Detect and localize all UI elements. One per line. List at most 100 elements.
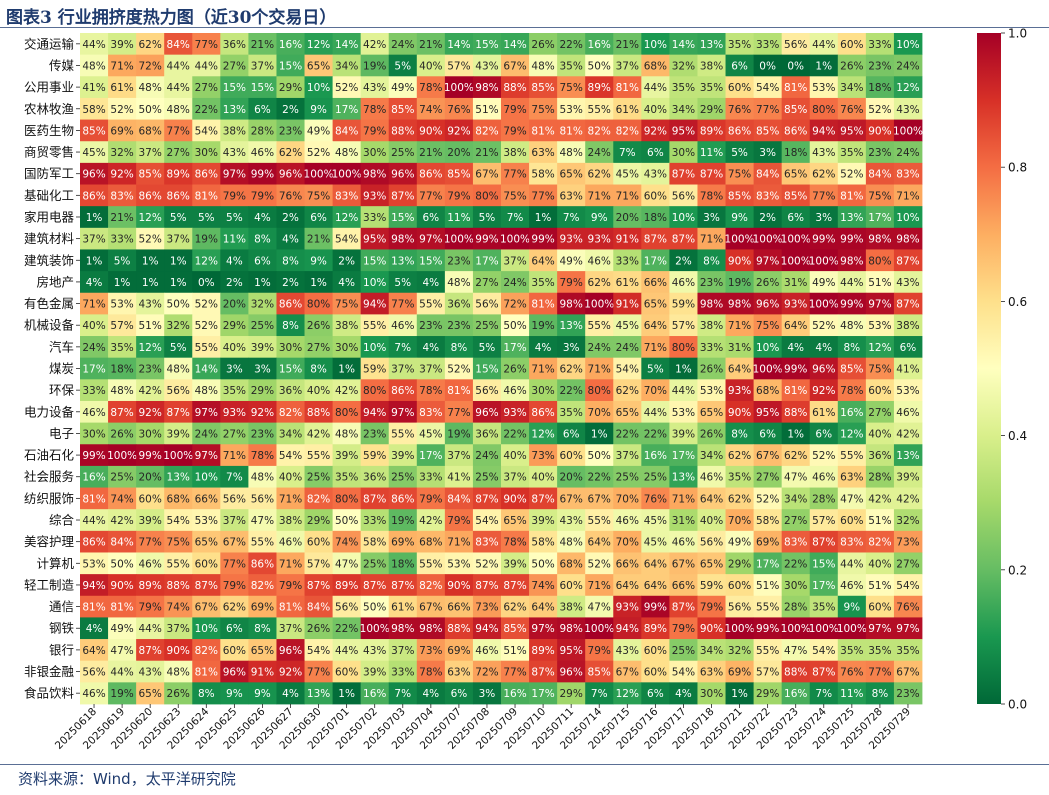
cell-value-label: 70% <box>644 385 667 397</box>
cell-value-label: 82% <box>616 125 639 137</box>
cell-value-label: 71% <box>110 60 133 72</box>
heatmap-cell <box>332 162 362 185</box>
cell-value-label: 54% <box>812 645 835 657</box>
cell-value-label: 87% <box>195 580 218 592</box>
cell-value-label: 52% <box>756 493 779 505</box>
heatmap-cell <box>108 54 137 77</box>
cell-value-label: 96% <box>279 169 302 181</box>
cell-value-label: 50% <box>531 558 554 570</box>
cell-value-label: 54% <box>307 645 330 657</box>
cell-value-label: 44% <box>82 39 105 51</box>
y-tick-label: 汽车 <box>49 339 74 354</box>
cell-value-label: 89% <box>167 169 190 181</box>
cell-value-label: 43% <box>138 667 161 679</box>
cell-value-label: 63% <box>840 472 863 484</box>
heatmap-cell <box>472 141 502 164</box>
heatmap-cell <box>613 54 642 77</box>
heatmap-cell <box>80 184 109 207</box>
cell-value-label: 12% <box>840 428 863 440</box>
heatmap-cell <box>753 357 783 380</box>
cell-value-label: 9% <box>731 212 748 224</box>
cell-value-label: 56% <box>672 190 695 202</box>
cell-value-label: 13% <box>391 255 414 267</box>
cell-value-label: 80% <box>475 190 498 202</box>
cell-value-label: 87% <box>391 190 414 202</box>
cell-value-label: 62% <box>784 450 807 462</box>
heatmap-cell <box>444 141 474 164</box>
cell-value-label: 55% <box>363 320 386 332</box>
cell-value-label: 1% <box>170 255 187 267</box>
heatmap-cell <box>80 76 109 99</box>
cell-value-label: 8% <box>872 688 889 700</box>
cell-value-label: 12% <box>195 255 218 267</box>
cell-value-label: 77% <box>531 190 554 202</box>
cell-value-label: 84% <box>307 602 330 614</box>
cell-value-label: 24% <box>391 39 414 51</box>
heatmap-cell <box>332 314 362 337</box>
heatmap-cell <box>809 357 839 380</box>
cell-value-label: 83% <box>110 190 133 202</box>
cell-value-label: 86% <box>784 125 807 137</box>
cell-value-label: 87% <box>700 169 723 181</box>
cell-value-label: 37% <box>391 364 414 376</box>
cell-value-label: 67% <box>475 169 498 181</box>
heatmap-cell <box>669 400 698 424</box>
heatmap-cell <box>136 97 165 120</box>
heatmap-cell <box>164 119 193 142</box>
cell-value-label: 76% <box>447 104 470 116</box>
heatmap-cell <box>416 76 446 99</box>
cell-value-label: 67% <box>896 667 919 679</box>
cell-value-label: 22% <box>195 104 218 116</box>
cell-value-label: 93% <box>559 234 582 246</box>
heatmap-cell <box>192 141 221 164</box>
cell-value-label: 22% <box>644 428 667 440</box>
cell-value-label: 44% <box>195 60 218 72</box>
cell-value-label: 55% <box>756 645 779 657</box>
cell-value-label: 4% <box>86 623 103 635</box>
heatmap-cell <box>80 227 109 250</box>
cell-value-label: 63% <box>700 667 723 679</box>
cell-value-label: 18% <box>644 212 667 224</box>
cell-value-label: 53% <box>559 104 582 116</box>
cell-value-label: 89% <box>588 82 611 94</box>
cell-value-label: 30% <box>363 147 386 159</box>
heatmap-cell <box>304 162 333 185</box>
cell-value-label: 6% <box>254 255 271 267</box>
colorbar-tick-label: 0.6 <box>1008 295 1027 309</box>
cell-value-label: 37% <box>82 234 105 246</box>
heatmap-cell <box>809 76 839 99</box>
cell-value-label: 55% <box>391 428 414 440</box>
heatmap-cell <box>893 119 923 142</box>
cell-value-label: 84% <box>756 169 779 181</box>
cell-value-label: 56% <box>475 299 498 311</box>
cell-value-label: 55% <box>419 558 442 570</box>
cell-value-label: 46% <box>82 407 105 419</box>
heatmap-cell <box>136 400 165 424</box>
heatmap-cell <box>304 336 333 359</box>
heatmap-cell <box>248 292 277 315</box>
cell-value-label: 51% <box>475 104 498 116</box>
heatmap-cell <box>108 76 137 99</box>
cell-value-label: 40% <box>868 428 891 440</box>
cell-value-label: 39% <box>531 515 554 527</box>
cell-value-label: 48% <box>110 385 133 397</box>
cell-value-label: 26% <box>307 623 330 635</box>
cell-value-label: 5% <box>394 277 411 289</box>
heatmap-cell <box>501 184 530 207</box>
cell-value-label: 45% <box>82 147 105 159</box>
heatmap-cell <box>585 314 614 337</box>
heatmap-cell <box>444 249 474 272</box>
cell-value-label: 75% <box>503 190 526 202</box>
cell-value-label: 47% <box>251 515 274 527</box>
cell-value-label: 87% <box>672 602 695 614</box>
cell-value-label: 2% <box>338 255 355 267</box>
cell-value-label: 52% <box>335 82 358 94</box>
cell-value-label: 18% <box>868 82 891 94</box>
cell-value-label: 32% <box>728 645 751 657</box>
heatmap-cell <box>444 162 474 185</box>
cell-value-label: 34% <box>700 645 723 657</box>
cell-value-label: 60% <box>644 645 667 657</box>
heatmap-cell <box>136 227 165 250</box>
y-tick-label: 有色金属 <box>24 296 74 311</box>
heatmap-cell <box>669 184 698 207</box>
